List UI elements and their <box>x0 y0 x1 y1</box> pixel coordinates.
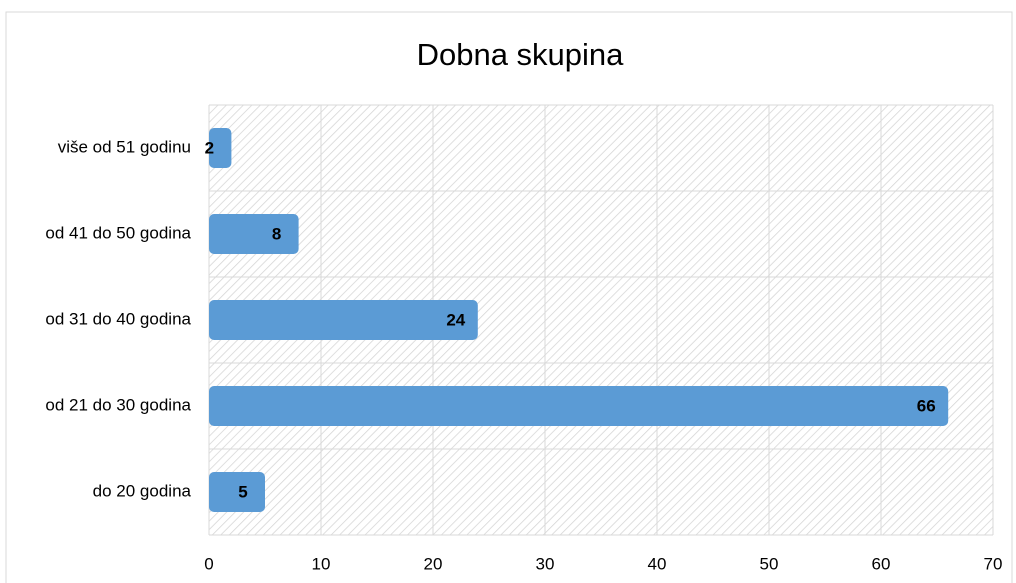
y-tick-label: od 41 do 50 godina <box>45 223 191 242</box>
x-tick-label: 40 <box>648 554 667 573</box>
x-tick-label: 10 <box>312 554 331 573</box>
data-label: 24 <box>446 310 465 329</box>
x-tick-label: 30 <box>536 554 555 573</box>
data-label: 2 <box>205 138 214 157</box>
bar <box>209 128 232 168</box>
chart-title: Dobna skupina <box>417 37 625 72</box>
bar <box>209 472 265 512</box>
bar <box>209 386 949 426</box>
data-label: 5 <box>238 482 247 501</box>
y-tick-label: više od 51 godinu <box>58 137 191 156</box>
x-tick-label: 0 <box>204 554 213 573</box>
x-tick-label: 70 <box>984 554 1003 573</box>
data-label: 66 <box>917 396 936 415</box>
y-tick-label: do 20 godina <box>93 481 192 500</box>
bar <box>209 300 478 340</box>
x-tick-label: 50 <box>760 554 779 573</box>
x-tick-label: 60 <box>872 554 891 573</box>
x-tick-label: 20 <box>424 554 443 573</box>
data-label: 8 <box>272 224 281 243</box>
y-tick-label: od 31 do 40 godina <box>45 309 191 328</box>
y-tick-label: od 21 do 30 godina <box>45 395 191 414</box>
bar <box>209 214 299 254</box>
